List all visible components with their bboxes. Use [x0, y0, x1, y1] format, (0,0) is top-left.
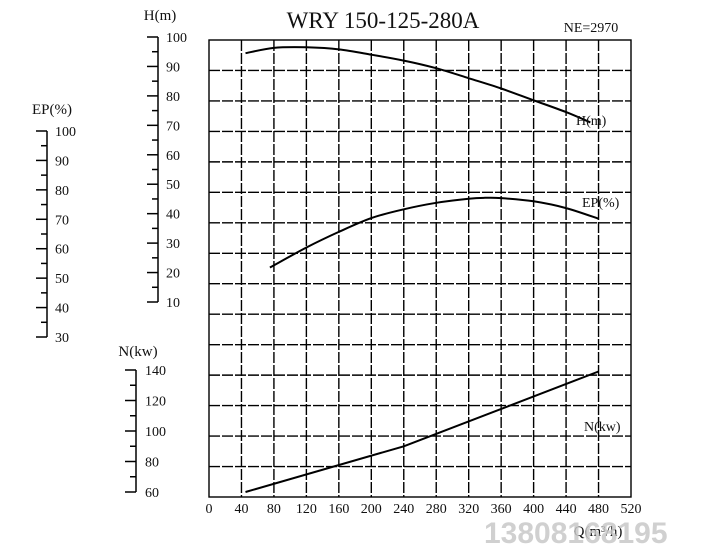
x-tick-label: 440 [556, 502, 577, 517]
axis-tick-label: 80 [145, 456, 159, 471]
axis-title: EP(%) [32, 102, 72, 118]
y-axis-h: 100 90 80 70 60 50 40 30 20 10 H(m) [144, 8, 187, 311]
x-tick-label: 0 [206, 502, 213, 517]
axis-tick-label: 40 [166, 208, 180, 223]
grid-border [208, 39, 632, 498]
chart-grid [208, 39, 632, 498]
chart-title: WRY 150-125-280A [287, 8, 480, 33]
axis-tick-label: 70 [55, 213, 69, 228]
axis-tick-label: 30 [166, 237, 180, 252]
x-tick-label: 200 [361, 502, 382, 517]
watermark-phone: 13808168195 [484, 517, 668, 550]
axis-tick-label: 50 [55, 272, 69, 287]
x-tick-label: 120 [296, 502, 317, 517]
series-label-n: N(kw) [584, 420, 621, 435]
axis-tick-label: 90 [166, 60, 180, 75]
series-label-h: H(m) [576, 114, 607, 129]
series-curve-h [245, 46, 591, 124]
x-tick-label: 480 [588, 502, 609, 517]
y-axis-n: 140 120 100 80 60 N(kw) [118, 344, 166, 501]
axis-tick-label: 100 [55, 125, 76, 140]
speed-label: NE=2970 [564, 21, 619, 36]
x-tick-label: 280 [426, 502, 447, 517]
axis-title: H(m) [144, 8, 177, 24]
x-tick-label: 160 [328, 502, 349, 517]
axis-tick-label: 60 [145, 486, 159, 501]
series-label-ep: EP(%) [582, 196, 620, 211]
axis-tick-label: 60 [166, 149, 180, 164]
x-tick-label: 80 [267, 502, 281, 517]
axis-title: N(kw) [118, 344, 157, 360]
axis-tick-label: 50 [166, 178, 180, 193]
x-axis-label: Q(m³/h) [574, 524, 623, 540]
axis-tick-label: 90 [55, 154, 69, 169]
x-tick-label: 520 [621, 502, 642, 517]
x-tick-label: 40 [234, 502, 248, 517]
axis-tick-label: 30 [55, 331, 69, 346]
x-tick-label: 240 [393, 502, 414, 517]
axis-tick-label: 60 [55, 243, 69, 258]
axis-tick-label: 100 [166, 31, 187, 46]
x-tick-label: 400 [523, 502, 544, 517]
axis-tick-label: 140 [145, 364, 166, 379]
axis-tick-label: 120 [145, 395, 166, 410]
chart-series: H(m) EP(%) N(kw) [245, 46, 621, 493]
y-axis-ep: 100 90 80 70 60 50 40 30 EP(%) [32, 102, 76, 346]
axis-tick-label: 10 [166, 296, 180, 311]
x-tick-label: 320 [458, 502, 479, 517]
series-curve-n [245, 370, 599, 493]
axis-tick-label: 100 [145, 425, 166, 440]
axis-tick-label: 80 [166, 90, 180, 105]
chart-axes: 0 40 80 120 160 200 240 280 320 360 400 440 480 520 Q(… [32, 8, 642, 540]
x-tick-label: 360 [491, 502, 512, 517]
axis-tick-label: 40 [55, 302, 69, 317]
axis-tick-label: 20 [166, 267, 180, 282]
series-curve-ep [269, 196, 599, 269]
axis-tick-label: 70 [166, 119, 180, 134]
axis-tick-label: 80 [55, 184, 69, 199]
